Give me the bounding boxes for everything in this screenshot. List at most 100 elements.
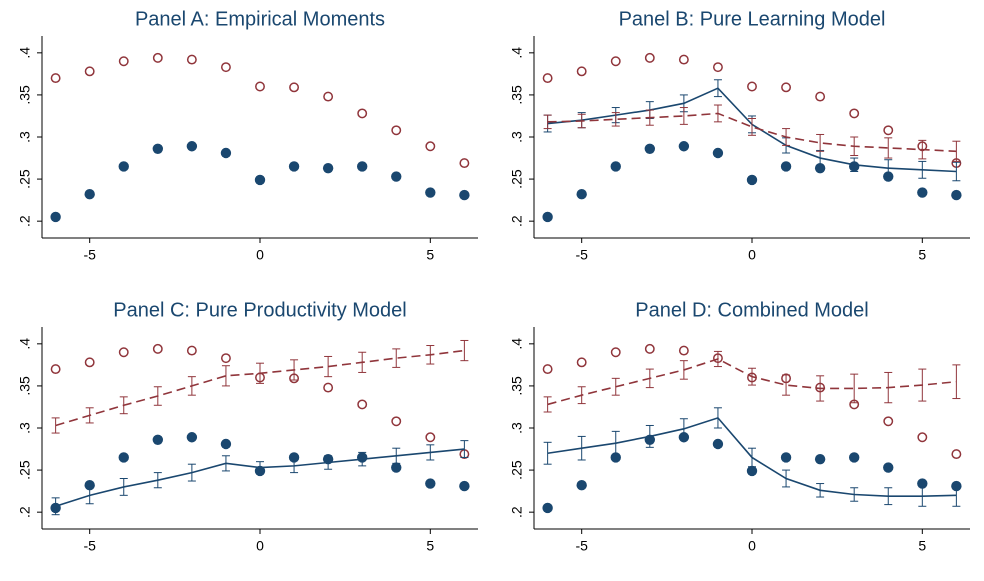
hollow-point: [391, 416, 402, 427]
error-bar: [713, 104, 722, 123]
y-tick-label: .2: [509, 506, 525, 518]
filled-point: [220, 438, 232, 450]
filled-point: [542, 211, 553, 223]
error-bar: [850, 487, 859, 502]
panel: Panel C: Pure Productivity Model .2 .25 .3.…: [17, 299, 478, 554]
hollow-point: [50, 73, 61, 84]
error-bar: [645, 109, 654, 126]
error-bar: [918, 485, 927, 507]
y-tick-label: .2: [509, 215, 525, 227]
error-bar: [782, 374, 791, 396]
error-bar: [85, 486, 94, 505]
filled-point: [186, 432, 198, 443]
y-tick-label: .2: [17, 215, 33, 227]
error-bar: [952, 161, 961, 182]
error-bar: [918, 368, 927, 402]
error-bar: [324, 355, 333, 378]
panel: Panel D: Combined Model .2 .25 .3 .35 .4 -5 0 5: [509, 299, 970, 554]
panel-title: Panel C: Pure Productivity Model: [113, 299, 406, 321]
error-bar: [611, 377, 620, 396]
filled-point: [610, 161, 621, 172]
error-bar: [221, 455, 230, 472]
plot-region: [534, 36, 970, 238]
panel: Panel B: Pure Learning Model .2 .25 .3 .35 .4…: [509, 8, 970, 263]
filled-point: [576, 189, 587, 200]
hollow-point: [255, 81, 265, 92]
x-tick-label: 0: [256, 247, 264, 263]
y-tick-label: .25: [17, 460, 33, 480]
filled-point: [288, 452, 300, 463]
error-bar: [611, 430, 620, 456]
hollow-point: [712, 62, 723, 73]
hollow-point: [849, 108, 860, 119]
error-bar: [577, 113, 586, 129]
y-tick-label: .35: [17, 376, 33, 396]
error-bar: [426, 345, 435, 365]
error-bar: [256, 362, 264, 384]
hollow-point: [357, 399, 368, 410]
filled-point: [644, 143, 656, 154]
y-tick-label: .35: [509, 85, 525, 105]
y-tick-label: .4: [509, 47, 525, 59]
error-bar: [543, 396, 552, 413]
hollow-point: [357, 108, 368, 119]
error-bar: [679, 360, 688, 380]
error-bar: [611, 112, 620, 127]
hollow-point: [152, 343, 163, 354]
error-bar: [187, 376, 196, 396]
x-tick-label: 5: [918, 247, 926, 263]
filled-point: [712, 438, 724, 450]
hollow-point: [883, 416, 894, 427]
filled-point: [883, 462, 894, 473]
error-bar: [119, 478, 128, 496]
error-bar: [543, 114, 552, 130]
filled-point: [712, 147, 724, 159]
filled-point: [780, 161, 792, 172]
x-tick-label: 5: [426, 247, 434, 263]
hollow-point: [289, 82, 300, 93]
filled-point: [84, 480, 95, 491]
hollow-point: [917, 432, 928, 443]
hollow-point: [391, 125, 402, 136]
filled-point: [186, 141, 198, 152]
filled-point: [951, 189, 962, 201]
error-bar: [884, 159, 893, 178]
hollow-point: [152, 52, 163, 63]
filled-point: [425, 187, 436, 198]
error-bar: [952, 483, 961, 507]
error-bar: [645, 424, 654, 448]
hollow-point: [425, 432, 436, 443]
x-tick-label: -5: [83, 538, 96, 554]
filled-point: [322, 162, 334, 174]
error-bar: [392, 447, 401, 464]
y-tick-label: .3: [509, 131, 525, 143]
panel-title: Panel D: Combined Model: [635, 299, 868, 321]
hollow-point: [220, 353, 231, 364]
hollow-point: [610, 347, 621, 358]
error-bar: [256, 461, 264, 474]
error-bar: [358, 451, 367, 467]
error-bar: [577, 435, 586, 461]
error-bar: [952, 140, 961, 162]
hollow-point: [50, 364, 61, 375]
x-tick-label: -5: [575, 538, 588, 554]
y-tick-label: .3: [17, 131, 33, 143]
error-bar: [816, 375, 825, 402]
filled-point: [425, 478, 436, 489]
error-bar: [713, 350, 722, 368]
y-tick-label: .25: [17, 169, 33, 189]
hollow-point: [644, 52, 655, 63]
y-tick-label: .4: [17, 338, 33, 350]
error-bar: [543, 441, 552, 465]
hollow-point: [186, 345, 197, 356]
error-bar: [713, 79, 722, 98]
x-tick-label: 0: [748, 247, 756, 263]
error-bar: [645, 368, 654, 389]
hollow-point: [542, 73, 553, 84]
hollow-point: [747, 81, 757, 92]
y-tick-label: .4: [17, 47, 33, 59]
filled-point: [118, 452, 129, 463]
filled-point: [254, 174, 266, 186]
y-tick-label: .25: [509, 460, 525, 480]
